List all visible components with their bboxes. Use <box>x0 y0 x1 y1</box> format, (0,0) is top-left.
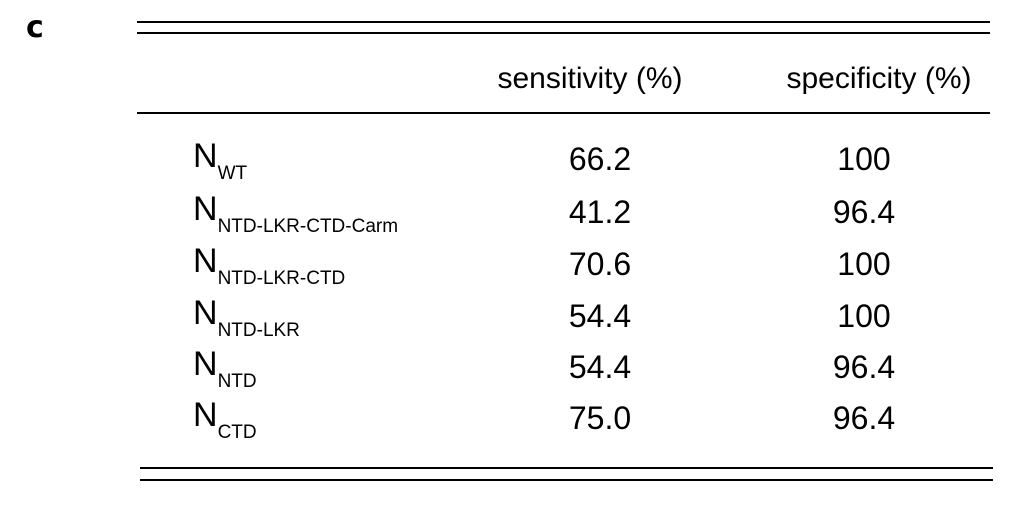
label-base: N <box>193 345 218 383</box>
specificity-cell: 96.4 <box>832 400 896 436</box>
bottom-rule <box>140 479 993 481</box>
row-label: NNTD-LKR-CTD-Carm <box>193 190 398 238</box>
row-label: NNTD-LKR-CTD <box>193 242 345 290</box>
label-base: N <box>193 396 218 434</box>
sensitivity-cell: 54.4 <box>568 349 632 385</box>
row-label: NWT <box>193 137 247 185</box>
column-header: specificity (%) <box>786 62 972 95</box>
sensitivity-cell: 54.4 <box>568 298 632 334</box>
row-label: NNTD <box>193 345 257 393</box>
sensitivity-cell: 66.2 <box>568 141 632 177</box>
label-subscript: NTD-LKR <box>217 320 300 341</box>
specificity-cell: 96.4 <box>832 194 896 230</box>
top-rule <box>137 32 990 34</box>
label-subscript: CTD <box>217 422 257 443</box>
label-subscript: NTD <box>217 371 257 392</box>
label-subscript: NTD-LKR-CTD <box>217 268 346 289</box>
column-header: sensitivity (%) <box>497 62 683 95</box>
label-base: N <box>193 137 218 175</box>
header-rule <box>137 112 990 114</box>
bottom-rule <box>140 467 993 469</box>
label-base: N <box>193 294 218 332</box>
label-base: N <box>193 242 218 280</box>
label-subscript: WT <box>217 163 248 184</box>
specificity-cell: 100 <box>837 246 891 282</box>
sensitivity-cell: 70.6 <box>568 246 632 282</box>
top-rule <box>137 21 990 23</box>
specificity-cell: 96.4 <box>832 349 896 385</box>
label-subscript: NTD-LKR-CTD-Carm <box>217 216 399 237</box>
specificity-cell: 100 <box>837 298 891 334</box>
label-base: N <box>193 190 218 228</box>
specificity-cell: 100 <box>837 141 891 177</box>
sensitivity-cell: 41.2 <box>568 194 632 230</box>
sensitivity-cell: 75.0 <box>568 400 632 436</box>
row-label: NNTD-LKR <box>193 294 300 342</box>
row-label: NCTD <box>193 396 257 444</box>
panel-label: c <box>26 10 44 45</box>
